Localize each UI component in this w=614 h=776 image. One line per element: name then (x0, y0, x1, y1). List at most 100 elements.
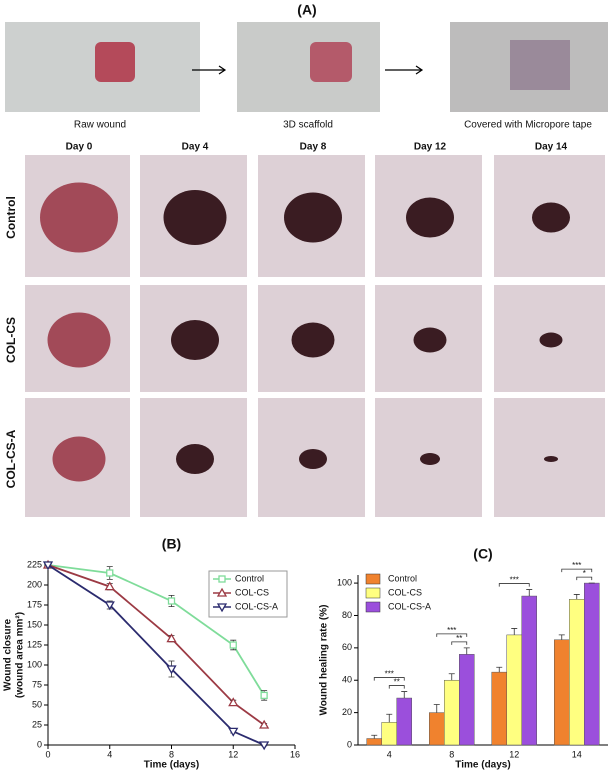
marker (216, 603, 228, 613)
group-label: Control (4, 196, 18, 239)
marker (166, 665, 177, 675)
significance-bracket (561, 568, 593, 573)
x-tick-label: 4 (387, 749, 392, 759)
group-label: COL-CS-A (4, 429, 18, 488)
day-label: Day 0 (66, 142, 93, 153)
legend-label: COL-CS-A (388, 601, 431, 611)
photo-wound (176, 444, 214, 474)
legend-swatch (365, 587, 381, 599)
legend-label: Control (235, 573, 264, 583)
legend-label: Control (388, 573, 417, 583)
photo-wound (299, 449, 327, 469)
error-bar (448, 673, 455, 681)
step-caption: Raw wound (74, 120, 126, 131)
bar (381, 722, 397, 746)
y-tick-label: 80 (342, 610, 352, 620)
x-axis-label: Time (days) (144, 760, 199, 771)
significance-bracket (436, 633, 468, 637)
marker (106, 569, 114, 577)
marker (228, 697, 239, 707)
x-tick-label: 16 (290, 749, 300, 759)
photo-wound (47, 312, 111, 368)
bar (366, 738, 382, 746)
significance-label: *** (447, 626, 456, 635)
y-tick-label: 125 (27, 639, 42, 649)
error-bar (573, 594, 580, 600)
photo-wound (284, 192, 342, 243)
group-label: COL-CS (4, 317, 18, 363)
photo-wound (406, 197, 454, 238)
error-bar (558, 634, 565, 640)
significance-bracket (498, 583, 530, 587)
x-axis-label: Time (days) (455, 760, 510, 771)
y-axis-label: Wound healing rate (%) (319, 605, 330, 716)
bar (554, 639, 570, 746)
x-tick-label: 12 (228, 749, 238, 759)
error-bar (401, 691, 408, 699)
photo-wound (171, 320, 219, 360)
error-bar (433, 704, 440, 713)
y-tick-label: 75 (32, 679, 42, 689)
bar (521, 595, 537, 746)
marker (260, 691, 268, 700)
photo-wound (291, 322, 335, 358)
marker (166, 633, 177, 643)
marker (218, 575, 226, 583)
error-bar (386, 713, 393, 723)
photo-wound (52, 436, 106, 482)
y-tick-label: 100 (337, 577, 352, 587)
y-tick-label: 175 (27, 599, 42, 609)
panel-label: (A) (297, 2, 316, 18)
photo-wound (310, 42, 352, 82)
y-tick-label: 25 (32, 719, 42, 729)
marker (167, 597, 176, 605)
legend-label: COL-CS-A (235, 601, 278, 611)
significance-label: *** (572, 561, 581, 570)
bar (459, 654, 475, 746)
day-label: Day 12 (414, 142, 447, 153)
marker (216, 587, 228, 597)
day-label: Day 4 (182, 142, 209, 153)
photo-wound (413, 327, 447, 353)
legend-swatch (365, 573, 381, 585)
error-bar (496, 666, 503, 673)
day-label: Day 8 (300, 142, 327, 153)
legend-swatch (365, 601, 381, 613)
arrows (192, 65, 424, 75)
y-tick-label: 60 (342, 642, 352, 652)
significance-label: *** (385, 670, 394, 679)
error-bar (463, 647, 470, 655)
bar (491, 671, 507, 746)
photo-wound (163, 190, 227, 245)
y-axis-label: Wound closure (3, 619, 14, 691)
y-tick-label: 225 (27, 559, 42, 569)
day-label: Day 14 (535, 142, 568, 153)
y-axis-label: (wound area mm²) (15, 612, 26, 698)
significance-bracket (388, 685, 405, 689)
bar (506, 634, 522, 746)
error-bar (511, 628, 518, 635)
photo-wound (40, 182, 118, 253)
y-tick-label: 20 (342, 707, 352, 717)
photo-wound (532, 202, 570, 233)
x-tick-label: 8 (169, 749, 174, 759)
significance-bracket (373, 677, 405, 681)
marker (104, 601, 115, 611)
x-tick-label: 0 (45, 749, 50, 759)
legend-label: COL-CS (235, 587, 269, 597)
legend-label: COL-CS (388, 587, 422, 597)
y-tick-label: 0 (37, 739, 42, 749)
photo (237, 22, 380, 112)
marker (259, 719, 270, 729)
y-tick-label: 150 (27, 619, 42, 629)
significance-bracket (576, 576, 593, 581)
x-tick-label: 8 (449, 749, 454, 759)
photo-tape (510, 40, 570, 90)
significance-label: * (583, 569, 586, 578)
bar (396, 697, 412, 746)
significance-bracket (451, 641, 468, 645)
marker (104, 581, 115, 591)
photo-wound (544, 456, 558, 462)
panel-label: (B) (162, 536, 181, 552)
